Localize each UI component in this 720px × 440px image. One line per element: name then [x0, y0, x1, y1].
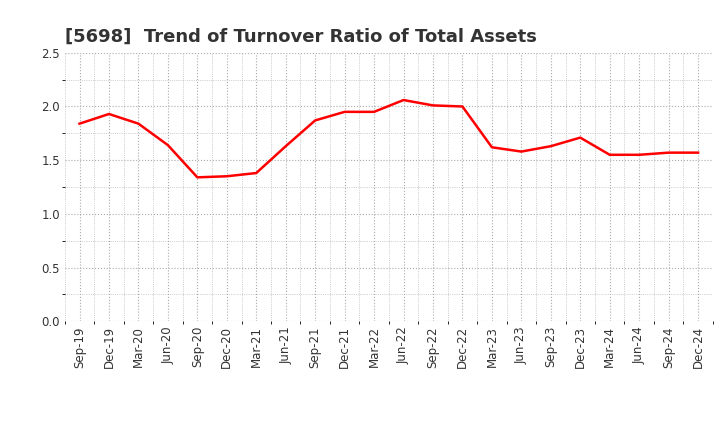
Text: [5698]  Trend of Turnover Ratio of Total Assets: [5698] Trend of Turnover Ratio of Total …	[65, 28, 536, 46]
